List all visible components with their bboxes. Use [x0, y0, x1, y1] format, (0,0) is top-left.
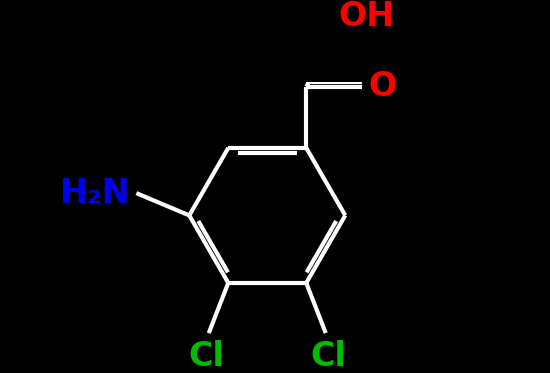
Text: Cl: Cl	[311, 340, 346, 373]
Text: H₂N: H₂N	[60, 177, 131, 210]
Text: Cl: Cl	[188, 340, 224, 373]
Text: O: O	[368, 70, 397, 103]
Text: OH: OH	[339, 0, 395, 32]
